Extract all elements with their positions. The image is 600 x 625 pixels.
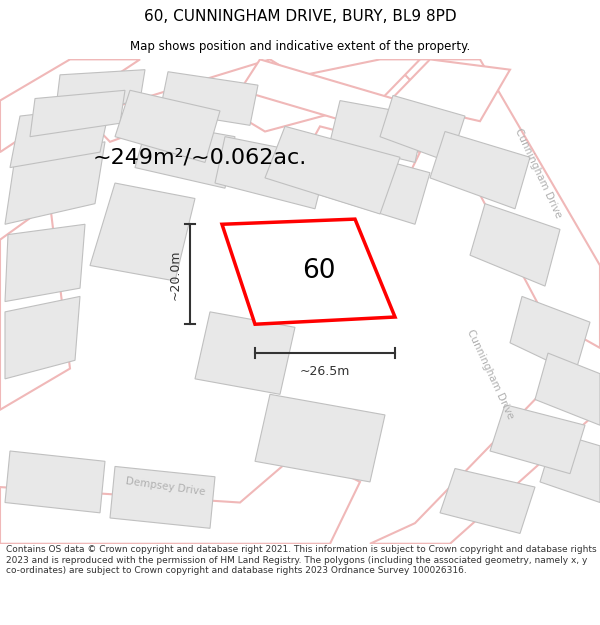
Polygon shape — [265, 126, 400, 214]
Polygon shape — [55, 69, 145, 116]
Polygon shape — [115, 90, 220, 162]
Polygon shape — [0, 59, 140, 152]
Polygon shape — [10, 106, 110, 168]
Polygon shape — [390, 59, 510, 121]
Text: 60, CUNNINGHAM DRIVE, BURY, BL9 8PD: 60, CUNNINGHAM DRIVE, BURY, BL9 8PD — [143, 9, 457, 24]
Text: Dempsey Drive: Dempsey Drive — [125, 476, 205, 498]
Polygon shape — [255, 394, 385, 482]
Text: ~249m²/~0.062ac.: ~249m²/~0.062ac. — [93, 148, 307, 168]
Polygon shape — [90, 183, 195, 281]
Polygon shape — [5, 142, 105, 224]
Polygon shape — [110, 466, 215, 528]
Polygon shape — [5, 296, 80, 379]
Polygon shape — [380, 96, 465, 162]
Polygon shape — [300, 126, 420, 193]
Text: ~26.5m: ~26.5m — [300, 366, 350, 379]
Polygon shape — [370, 379, 600, 544]
Polygon shape — [330, 101, 425, 162]
Polygon shape — [160, 72, 258, 126]
Polygon shape — [240, 59, 400, 131]
Text: 60: 60 — [302, 258, 335, 284]
Polygon shape — [440, 469, 535, 534]
Polygon shape — [85, 59, 295, 142]
Text: Cunningham Drive: Cunningham Drive — [513, 126, 563, 219]
Polygon shape — [315, 147, 430, 224]
Polygon shape — [470, 204, 560, 286]
Polygon shape — [540, 432, 600, 502]
Polygon shape — [205, 59, 420, 131]
Polygon shape — [510, 296, 590, 374]
Text: Contains OS data © Crown copyright and database right 2021. This information is : Contains OS data © Crown copyright and d… — [6, 546, 596, 575]
Polygon shape — [5, 451, 105, 513]
Polygon shape — [195, 312, 295, 394]
Polygon shape — [30, 90, 125, 137]
Text: ~20.0m: ~20.0m — [169, 249, 182, 299]
Polygon shape — [5, 224, 85, 301]
Polygon shape — [135, 121, 235, 188]
Text: Cunningham Drive: Cunningham Drive — [465, 328, 515, 420]
Polygon shape — [0, 451, 360, 544]
Polygon shape — [490, 404, 585, 474]
Polygon shape — [390, 59, 600, 348]
Polygon shape — [0, 204, 70, 410]
Polygon shape — [215, 137, 328, 209]
Polygon shape — [535, 353, 600, 425]
Polygon shape — [222, 219, 395, 324]
Text: Map shows position and indicative extent of the property.: Map shows position and indicative extent… — [130, 40, 470, 52]
Polygon shape — [430, 131, 530, 209]
